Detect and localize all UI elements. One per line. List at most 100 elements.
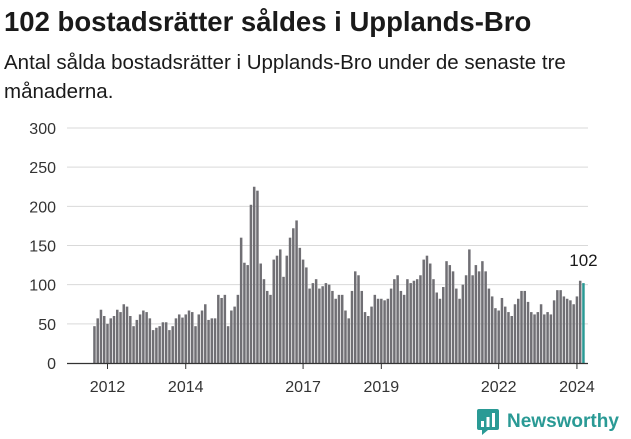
x-tick-label: 2022: [481, 379, 517, 396]
y-tick-label: 150: [29, 239, 56, 256]
bar: [233, 306, 236, 363]
bar: [468, 249, 471, 363]
bar: [204, 304, 207, 363]
bar: [367, 316, 370, 363]
bar: [142, 310, 145, 363]
bar: [184, 314, 187, 363]
bar: [210, 318, 214, 363]
bar: [448, 265, 452, 363]
bar: [357, 275, 360, 363]
y-tick-label: 200: [29, 199, 56, 216]
x-tick-label: 2012: [90, 379, 126, 396]
bar: [546, 312, 549, 363]
bar: [99, 309, 103, 363]
bar: [197, 314, 201, 363]
bar: [389, 288, 393, 363]
bar: [513, 304, 517, 363]
bar: [285, 255, 289, 363]
bar: [243, 262, 246, 363]
bar: [236, 294, 240, 363]
bar: [272, 259, 275, 363]
bar: [226, 326, 230, 363]
bar: [507, 312, 510, 363]
page-subtitle: Antal sålda bostadsrätter i Upplands-Bro…: [4, 51, 566, 103]
bar: [135, 319, 139, 363]
bar: [168, 330, 171, 363]
bar: [386, 298, 390, 363]
bar: [487, 288, 491, 363]
bar: [116, 309, 119, 363]
bar: [174, 318, 178, 363]
bar: [415, 279, 419, 363]
brand-logo[interactable]: Newsworthy: [476, 407, 619, 437]
bar: [347, 318, 350, 363]
bar: [500, 297, 504, 363]
bar: [102, 316, 106, 363]
bar: [360, 290, 364, 363]
page-title: 102 bostadsrätter såldes i Upplands-Bro: [4, 6, 532, 37]
y-tick-label: 100: [29, 278, 56, 295]
bar: [575, 296, 579, 363]
bar: [292, 228, 295, 363]
bar: [230, 310, 233, 363]
x-tick-label: 2014: [168, 379, 204, 396]
bar: [119, 312, 122, 363]
bar: [93, 326, 96, 363]
bar: [432, 279, 435, 363]
bar: [536, 312, 540, 363]
bar: [327, 284, 331, 363]
bars: [93, 186, 585, 363]
bar: [148, 318, 152, 363]
bar: [578, 280, 582, 363]
bar: [572, 304, 575, 363]
bar: [331, 290, 334, 363]
bar: [494, 308, 497, 363]
bar: [396, 275, 399, 363]
bar: [151, 330, 155, 363]
bar: [207, 319, 210, 363]
bar: [419, 275, 422, 363]
bar: [109, 318, 112, 363]
bar: [340, 294, 344, 363]
bar: [132, 326, 135, 363]
bar: [282, 276, 285, 363]
bar: [249, 204, 253, 363]
bar: [96, 318, 99, 363]
bar: [155, 327, 158, 363]
bar: [324, 283, 328, 363]
bar: [145, 312, 148, 363]
bar: [265, 290, 269, 363]
bar: [354, 271, 357, 363]
bar: [517, 298, 520, 363]
bar: [484, 271, 487, 363]
x-tick-label: 2024: [559, 379, 595, 396]
y-gridlines: [67, 127, 588, 325]
bar: [239, 237, 243, 363]
bar: [301, 259, 305, 363]
bar: [344, 310, 347, 363]
bar: [311, 283, 315, 363]
bar: [171, 326, 174, 363]
bar: [552, 300, 556, 363]
bar: [461, 284, 465, 363]
bar: [161, 322, 165, 363]
bar: [393, 279, 396, 363]
bar: [442, 287, 445, 363]
bar: [106, 323, 109, 363]
bar: [122, 304, 126, 363]
bar: [510, 316, 513, 363]
bar: [569, 300, 572, 363]
bar: [406, 279, 409, 363]
bar: [409, 283, 412, 363]
y-tick-label: 50: [38, 317, 56, 334]
bar: [308, 288, 311, 363]
bar: [481, 261, 484, 363]
bar-latest: [582, 283, 585, 363]
bar: [428, 263, 432, 363]
y-tick-label: 300: [29, 121, 56, 138]
bar: [376, 298, 380, 363]
bar: [523, 290, 527, 363]
bar: [262, 279, 266, 363]
bar: [181, 317, 184, 363]
